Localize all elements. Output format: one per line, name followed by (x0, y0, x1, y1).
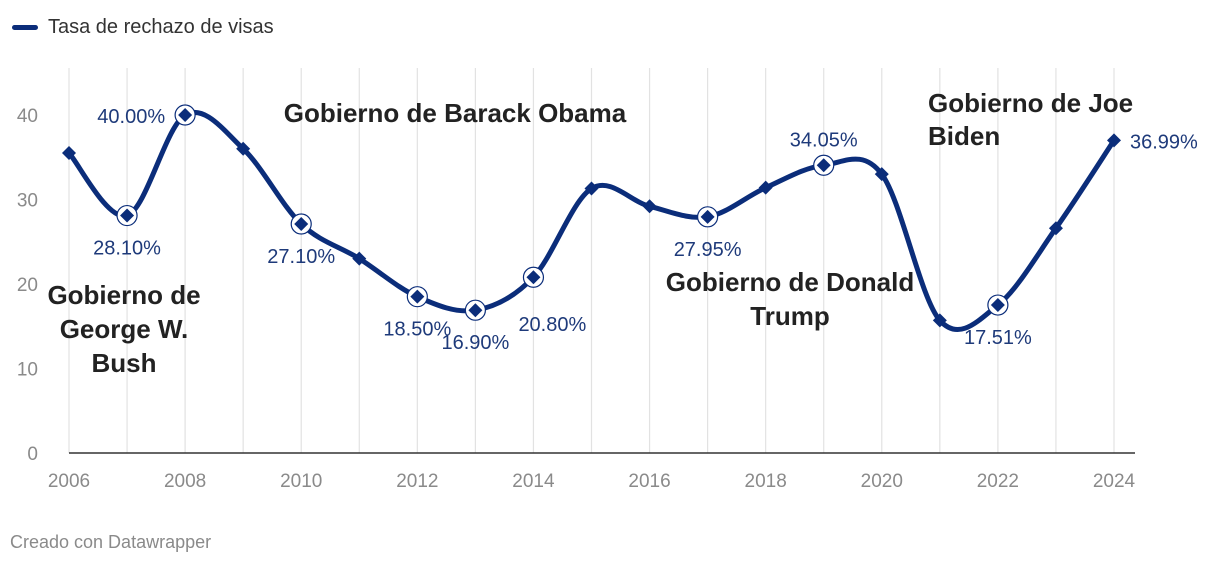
credit-text: Creado con Datawrapper (10, 532, 212, 552)
data-point-marker (584, 181, 599, 196)
data-point-marker (1107, 133, 1121, 148)
data-point-marker (294, 217, 309, 232)
legend-label: Tasa de rechazo de visas (48, 16, 274, 38)
annotation-line: George W. (60, 314, 189, 344)
y-tick-label: 30 (17, 191, 38, 212)
data-point-marker (120, 208, 135, 223)
data-label: 27.95% (674, 239, 742, 261)
data-label: 28.10% (93, 238, 161, 260)
annotation-text: Gobierno de Barack Obama (284, 98, 627, 128)
data-point-marker (990, 298, 1005, 313)
annotation-text: Gobierno de George W. Bush (47, 280, 200, 378)
annotation-line: Biden (928, 121, 1000, 151)
data-label: 34.05% (790, 129, 858, 151)
x-axis: 2006 2008 2010 2012 2014 2016 2018 2020 2022 2024 (48, 452, 1136, 492)
data-point-marker (410, 289, 425, 304)
x-tick-label: 2008 (164, 471, 206, 492)
data-point-marker (700, 209, 715, 224)
x-tick-label: 2024 (1093, 471, 1136, 492)
legend-swatch (12, 25, 38, 30)
data-point-marker (352, 251, 367, 266)
annotation-text: Gobierno de Donald Trump (666, 267, 914, 331)
annotation-line: Gobierno de Donald (666, 267, 914, 297)
annotation-line: Gobierno de Joe (928, 88, 1133, 118)
chart-legend: Tasa de rechazo de visas (12, 16, 274, 39)
x-tick-label: 2020 (861, 471, 903, 492)
y-axis: 0 10 20 30 40 (17, 106, 38, 465)
data-point-marker (758, 180, 773, 195)
data-point-marker (62, 146, 76, 161)
data-point-marker (236, 141, 251, 156)
data-point-marker (178, 108, 193, 122)
y-tick-label: 0 (27, 444, 38, 465)
annotations: Gobierno de George W. Bush Gobierno de Bara… (47, 88, 1133, 378)
data-label: 16.90% (441, 332, 509, 354)
annotation-line: Trump (750, 301, 829, 331)
data-point-marker (874, 167, 889, 182)
data-point-marker (1048, 221, 1063, 236)
x-tick-label: 2012 (396, 471, 438, 492)
y-tick-label: 20 (17, 275, 38, 296)
x-tick-label: 2016 (628, 471, 670, 492)
data-point-marker (642, 199, 657, 214)
data-label: 17.51% (964, 327, 1032, 349)
y-tick-label: 10 (17, 360, 38, 381)
annotation-line: Gobierno de (47, 280, 200, 310)
x-tick-label: 2014 (512, 471, 555, 492)
data-label: 18.50% (383, 319, 451, 341)
data-label: 36.99% (1130, 131, 1198, 153)
data-point-marker (468, 303, 483, 318)
annotation-text: Gobierno de Joe Biden (928, 88, 1133, 151)
x-tick-label: 2010 (280, 471, 322, 492)
annotation-line: Gobierno de Barack Obama (284, 98, 627, 128)
grid-lines (68, 68, 1115, 453)
data-point-marker (526, 270, 541, 285)
data-point-marker (816, 158, 831, 173)
annotation-line: Bush (92, 348, 157, 378)
data-label: 20.80% (518, 314, 586, 336)
x-tick-label: 2022 (977, 471, 1019, 492)
data-labels: 28.10% 40.00% 27.10% 18.50%16.90% 20.80% 27.9… (93, 106, 1198, 354)
x-tick-label: 2018 (745, 471, 787, 492)
y-tick-label: 40 (17, 106, 38, 127)
data-point-marker (932, 313, 947, 328)
x-tick-label: 2006 (48, 471, 90, 492)
data-label: 27.10% (267, 246, 335, 268)
data-label: 40.00% (97, 106, 165, 128)
series-layer (62, 104, 1121, 333)
